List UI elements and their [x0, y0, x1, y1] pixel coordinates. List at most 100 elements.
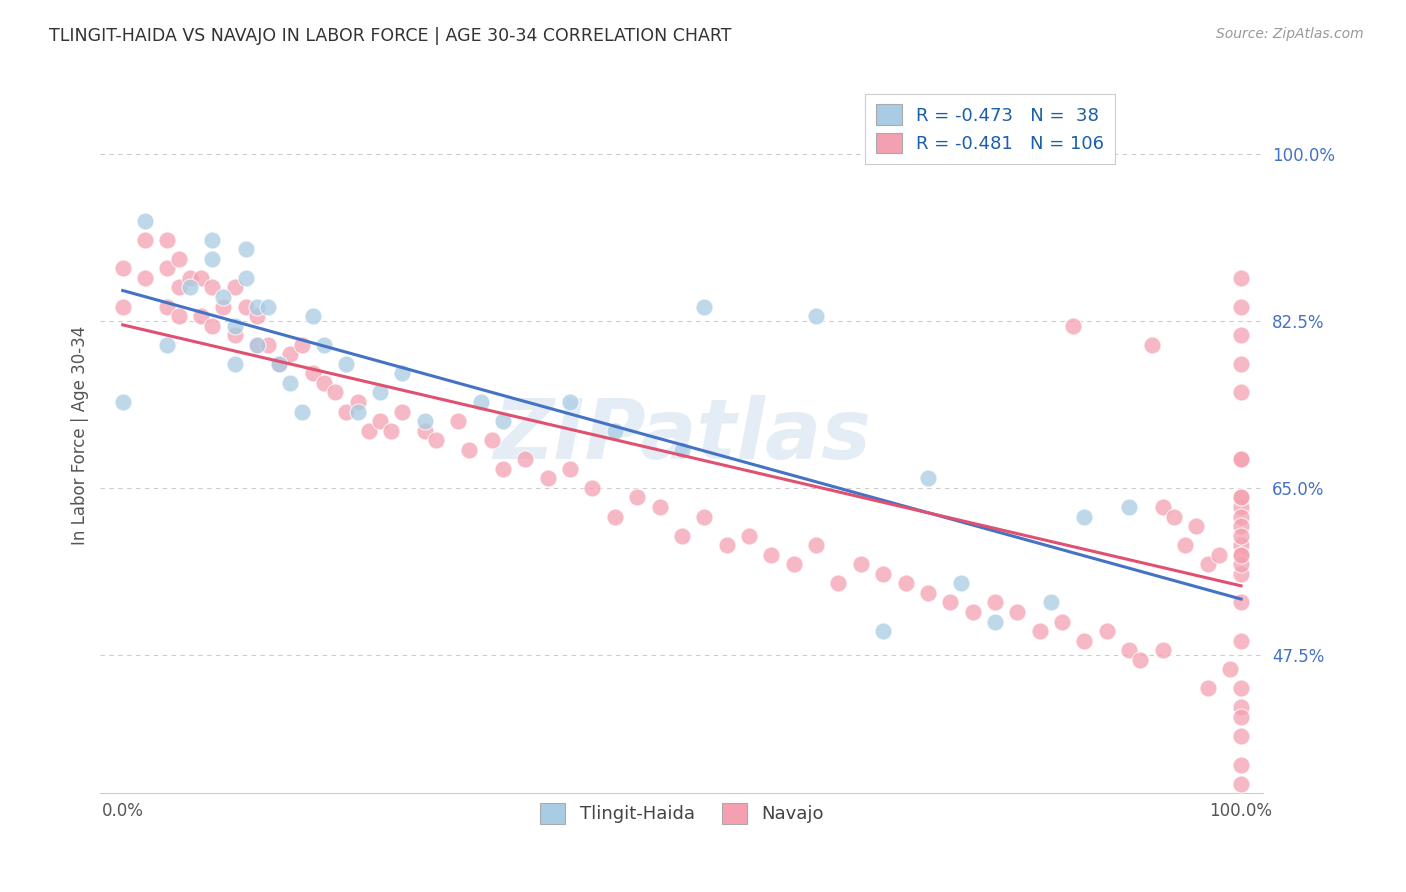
Point	[1230, 757, 1253, 772]
Point	[716, 538, 738, 552]
Point	[391, 367, 413, 381]
Point	[481, 433, 503, 447]
Point	[224, 328, 246, 343]
Point	[291, 337, 314, 351]
Point	[368, 385, 391, 400]
Point	[280, 376, 302, 390]
Point	[357, 424, 380, 438]
Point	[603, 509, 626, 524]
Point	[201, 318, 224, 333]
Point	[156, 233, 179, 247]
Point	[1230, 548, 1253, 562]
Point	[156, 337, 179, 351]
Point	[458, 442, 481, 457]
Point	[1230, 729, 1253, 743]
Text: ZIPatlas: ZIPatlas	[494, 395, 870, 476]
Point	[1197, 681, 1219, 696]
Point	[1230, 566, 1253, 581]
Point	[1029, 624, 1052, 638]
Point	[235, 242, 257, 256]
Point	[1230, 452, 1253, 467]
Point	[917, 586, 939, 600]
Point	[492, 414, 515, 428]
Point	[246, 309, 269, 323]
Point	[917, 471, 939, 485]
Point	[167, 252, 190, 266]
Point	[156, 300, 179, 314]
Point	[1230, 300, 1253, 314]
Point	[939, 595, 962, 609]
Point	[1230, 558, 1253, 572]
Point	[257, 300, 280, 314]
Point	[1174, 538, 1197, 552]
Point	[1230, 595, 1253, 609]
Point	[346, 395, 368, 409]
Point	[1230, 452, 1253, 467]
Point	[201, 280, 224, 294]
Point	[1230, 500, 1253, 514]
Point	[1230, 700, 1253, 714]
Point	[246, 337, 269, 351]
Point	[111, 395, 134, 409]
Point	[626, 491, 648, 505]
Point	[1129, 653, 1152, 667]
Point	[1230, 528, 1253, 542]
Point	[872, 566, 894, 581]
Point	[783, 558, 806, 572]
Point	[1050, 615, 1073, 629]
Point	[1230, 385, 1253, 400]
Point	[235, 271, 257, 285]
Point	[302, 309, 325, 323]
Point	[246, 337, 269, 351]
Point	[269, 357, 291, 371]
Point	[1152, 500, 1174, 514]
Point	[368, 414, 391, 428]
Point	[804, 538, 827, 552]
Point	[581, 481, 603, 495]
Point	[335, 404, 357, 418]
Point	[323, 385, 346, 400]
Point	[1152, 643, 1174, 657]
Point	[1230, 509, 1253, 524]
Point	[950, 576, 973, 591]
Point	[693, 300, 716, 314]
Point	[1118, 500, 1140, 514]
Point	[671, 442, 693, 457]
Point	[1039, 595, 1062, 609]
Point	[1073, 509, 1095, 524]
Point	[761, 548, 783, 562]
Point	[1118, 643, 1140, 657]
Point	[1230, 519, 1253, 533]
Point	[470, 395, 492, 409]
Point	[1219, 662, 1241, 676]
Point	[1007, 605, 1029, 619]
Point	[212, 290, 235, 304]
Text: Source: ZipAtlas.com: Source: ZipAtlas.com	[1216, 27, 1364, 41]
Point	[1230, 328, 1253, 343]
Point	[111, 261, 134, 276]
Point	[447, 414, 470, 428]
Point	[413, 414, 436, 428]
Point	[269, 357, 291, 371]
Point	[693, 509, 716, 524]
Point	[246, 300, 269, 314]
Point	[280, 347, 302, 361]
Point	[380, 424, 402, 438]
Point	[492, 462, 515, 476]
Point	[1208, 548, 1230, 562]
Point	[558, 395, 581, 409]
Point	[1230, 777, 1253, 791]
Point	[111, 300, 134, 314]
Point	[1163, 509, 1185, 524]
Point	[312, 337, 335, 351]
Point	[1230, 710, 1253, 724]
Y-axis label: In Labor Force | Age 30-34: In Labor Force | Age 30-34	[72, 326, 89, 545]
Point	[212, 300, 235, 314]
Point	[872, 624, 894, 638]
Point	[1062, 318, 1084, 333]
Point	[558, 462, 581, 476]
Point	[515, 452, 537, 467]
Point	[1230, 357, 1253, 371]
Point	[1230, 491, 1253, 505]
Point	[201, 252, 224, 266]
